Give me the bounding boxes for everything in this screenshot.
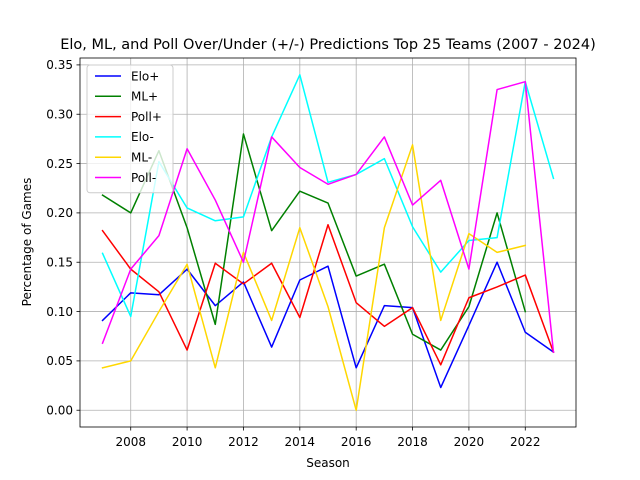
x-tick-label: 2016	[341, 435, 372, 449]
x-tick-label: 2008	[115, 435, 146, 449]
y-tick-label: 0.15	[46, 256, 73, 270]
y-tick-label: 0.30	[46, 108, 73, 122]
legend-box	[86, 64, 174, 194]
x-tick-label: 2022	[510, 435, 541, 449]
series-line-poll-minus	[101, 80, 555, 353]
legend-label: ML+	[131, 90, 158, 104]
series-line-poll-plus	[101, 223, 555, 366]
x-tick-label: 2010	[172, 435, 203, 449]
legend-label: Elo+	[131, 69, 159, 83]
y-tick-label: 0.10	[46, 305, 73, 319]
y-tick-label: 0.00	[46, 404, 73, 418]
y-axis-ticks: 0.00 0.05 0.10 0.15 0.20 0.25 0.30 0.35	[46, 58, 80, 418]
series-line-ml-minus	[101, 144, 527, 411]
plot-frame	[79, 57, 577, 428]
legend-label: Poll-	[131, 171, 156, 185]
chart-title: Elo, ML, and Poll Over/Under (+/-) Predi…	[60, 37, 596, 53]
y-tick-label: 0.35	[46, 58, 73, 72]
legend-label: ML-	[131, 151, 152, 165]
legend-label: Poll+	[131, 110, 162, 124]
x-tick-label: 2012	[228, 435, 259, 449]
series-line-elo-plus	[101, 261, 555, 389]
y-tick-label: 0.20	[46, 206, 73, 220]
plot-series	[101, 74, 555, 411]
x-tick-label: 2014	[285, 435, 316, 449]
y-axis-label: Percentage of Games	[20, 178, 34, 307]
x-tick-label: 2018	[397, 435, 428, 449]
y-tick-label: 0.05	[46, 354, 73, 368]
legend-label: Elo-	[131, 130, 154, 144]
x-axis-ticks: 2008 2010 2012 2014 2016 2018 2020 2022	[115, 427, 541, 449]
legend: Elo+ ML+ Poll+ Elo- ML- Poll-	[86, 64, 174, 194]
x-tick-label: 2020	[454, 435, 485, 449]
grid	[80, 58, 576, 427]
x-axis-label: Season	[306, 456, 350, 470]
y-tick-label: 0.25	[46, 157, 73, 171]
